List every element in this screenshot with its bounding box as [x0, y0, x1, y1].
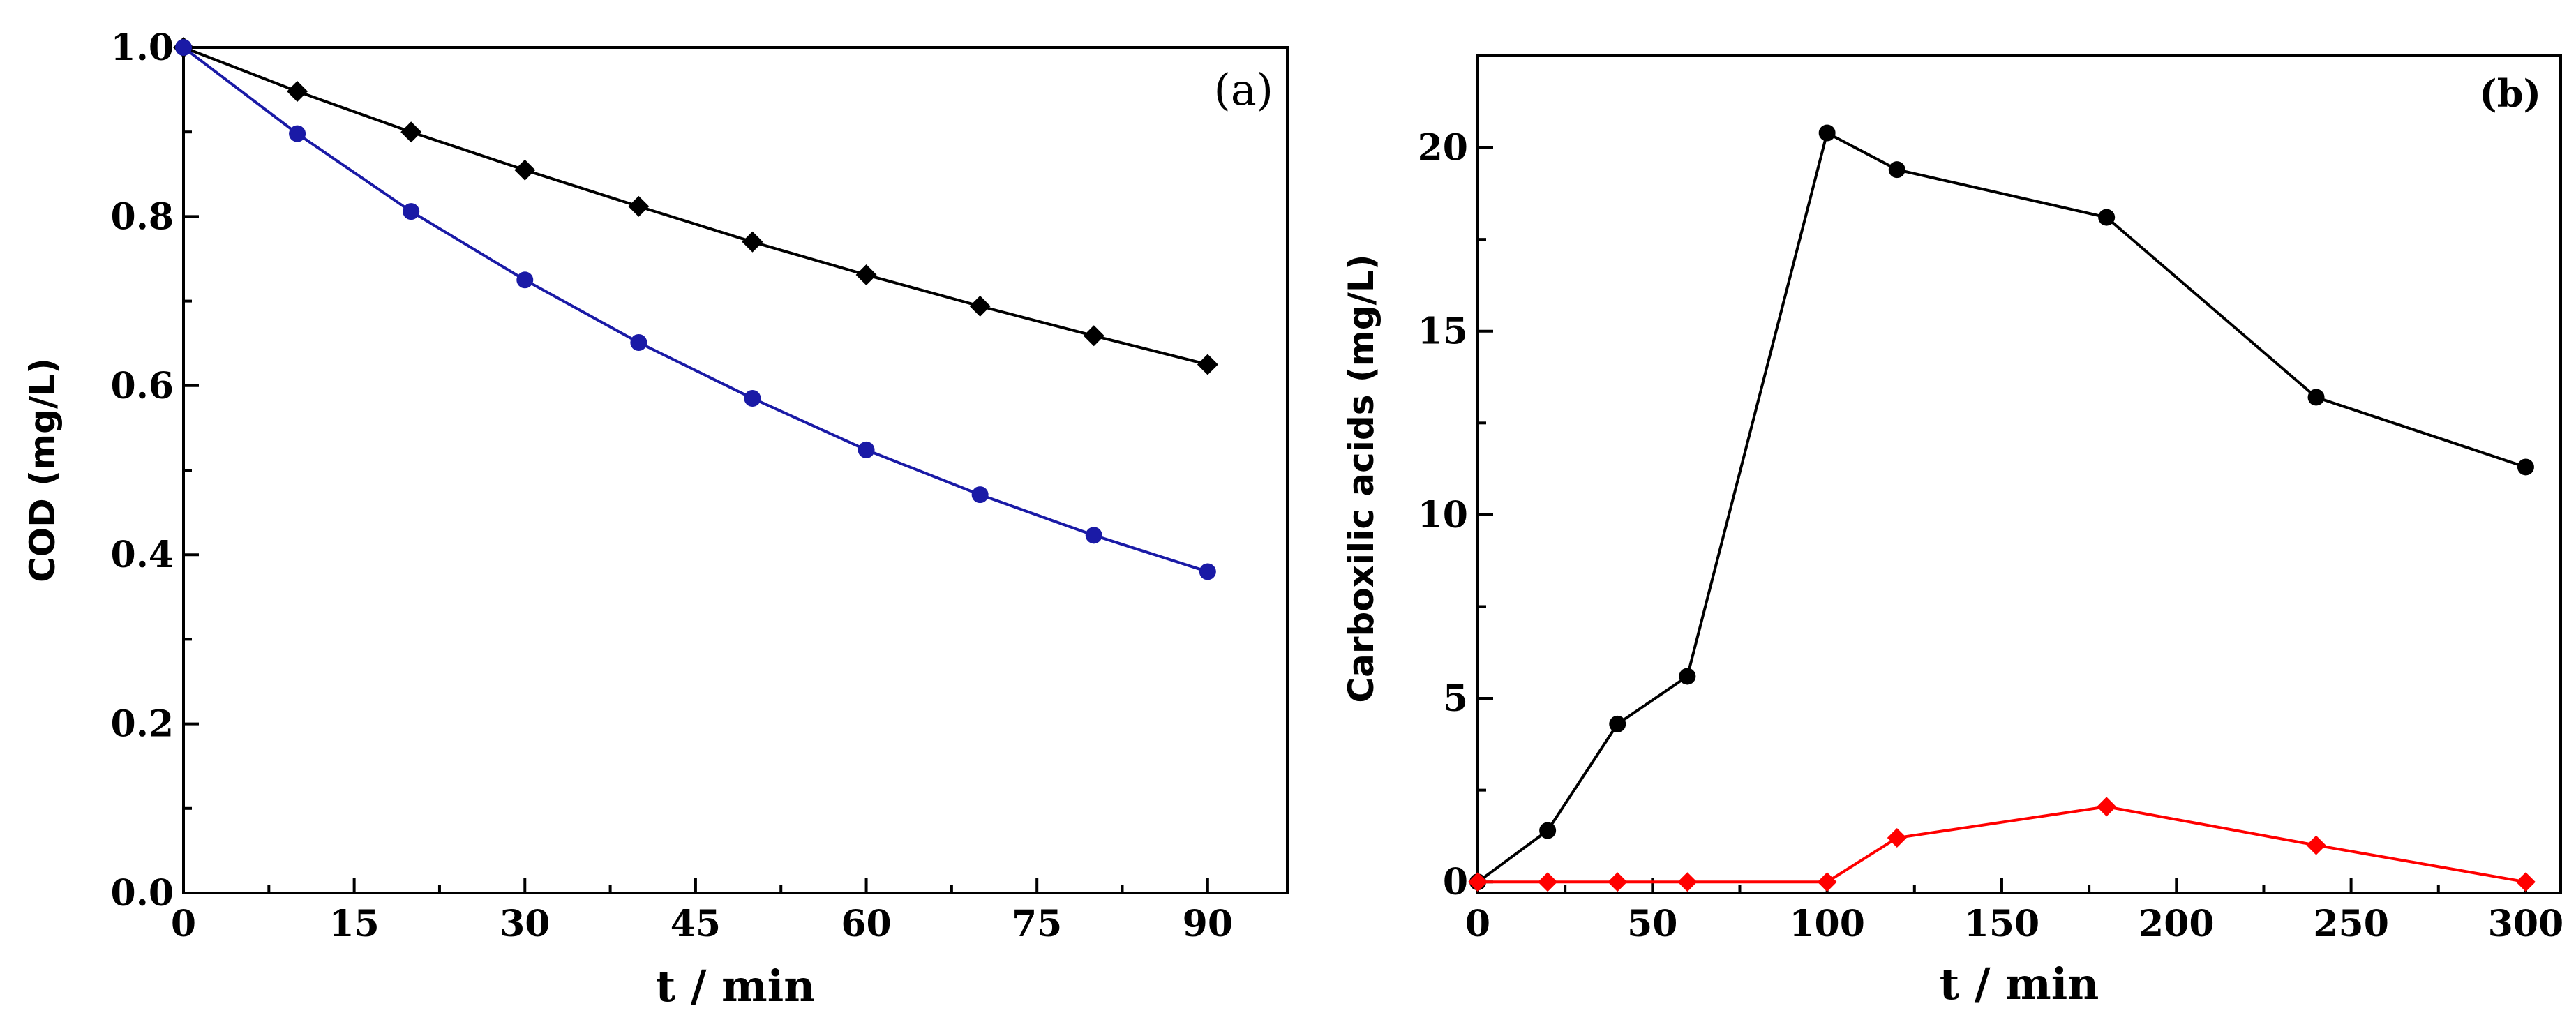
data-point-circle [1888, 161, 1905, 179]
data-point-circle [630, 333, 647, 351]
panel-b-y-axis-title: Carboxilic acids (mg/L) [1341, 254, 1381, 702]
panel-b-ticks [1476, 146, 2527, 893]
x-tick-label: 90 [1183, 903, 1233, 945]
x-tick-label: 250 [2313, 903, 2389, 945]
x-tick-label: 50 [1627, 903, 1677, 945]
data-point-diamond [514, 159, 536, 181]
panel-b-carboxylic-acids-chart: 0 50 100 150 200 250 300 0 5 10 15 20 t / min Carbo… [1341, 54, 2564, 1009]
data-point-diamond [2097, 797, 2117, 817]
panel-a-series [173, 37, 1218, 580]
data-point-diamond [1608, 872, 1628, 892]
x-tick-label: 0 [1465, 903, 1490, 945]
series-black-diamonds [173, 37, 1218, 375]
y-tick-label: 0.2 [111, 703, 174, 746]
data-point-diamond [1817, 872, 1837, 892]
x-tick-label: 100 [1789, 903, 1865, 945]
y-tick-label: 10 [1418, 494, 1468, 536]
y-tick-label: 20 [1418, 127, 1468, 170]
data-point-diamond [969, 295, 991, 317]
data-point-circle [1609, 715, 1626, 732]
x-tick-label: 150 [1964, 903, 2040, 945]
data-point-diamond [628, 195, 650, 217]
panel-b-tick-labels: 0 50 100 150 200 250 300 0 5 10 15 20 [1418, 127, 2564, 945]
data-point-diamond [1677, 872, 1698, 892]
data-point-diamond [742, 231, 763, 253]
data-point-diamond [1083, 325, 1104, 347]
y-tick-label: 0.6 [111, 365, 174, 407]
series-line [183, 46, 1208, 366]
y-tick-label: 1.0 [111, 27, 174, 69]
data-point-diamond [1887, 828, 1907, 848]
data-point-diamond [2306, 835, 2326, 855]
data-point-circle [858, 441, 875, 458]
panel-b-x-axis-title: t / min [1940, 959, 2099, 1009]
x-tick-label: 60 [841, 903, 891, 945]
x-tick-label: 200 [2139, 903, 2215, 945]
data-point-diamond [1538, 872, 1558, 892]
data-point-circle [2517, 458, 2534, 476]
series-red-diamonds [1468, 797, 2536, 892]
panel-a-cod-chart: 0 15 30 45 60 75 900.00.20.40.60.81.0 t / min … [22, 27, 1289, 1012]
data-point-diamond [855, 264, 877, 286]
panel-a-label: (a) [1214, 64, 1273, 115]
panel-b-label: (b) [2479, 71, 2541, 116]
data-point-circle [744, 389, 761, 407]
data-point-diamond [1197, 354, 1218, 375]
series-black-circles [1469, 124, 2534, 891]
data-point-diamond [400, 121, 422, 143]
data-point-diamond [287, 81, 308, 103]
x-tick-label: 300 [2488, 903, 2564, 945]
x-tick-label: 15 [329, 903, 379, 945]
x-tick-label: 75 [1012, 903, 1062, 945]
y-tick-label: 0 [1443, 861, 1468, 903]
data-point-circle [1085, 527, 1102, 544]
x-tick-label: 0 [171, 903, 196, 945]
panel-a-tick-labels: 0 15 30 45 60 75 90 0.0 0.2 0.4 0.6 0.8 1.0 [111, 27, 1233, 945]
x-tick-label: 30 [500, 903, 550, 945]
y-tick-label: 0.8 [111, 195, 174, 238]
series-line [1476, 131, 2526, 883]
data-point-circle [971, 486, 989, 504]
x-tick-label: 45 [671, 903, 721, 945]
data-point-diamond [2515, 872, 2536, 892]
data-point-circle [1679, 668, 1696, 685]
panel-a-y-axis-title: COD (mg/L) [22, 358, 63, 583]
y-tick-label: 0.0 [111, 872, 174, 915]
data-point-circle [516, 271, 534, 289]
data-point-diamond [1468, 872, 1488, 892]
series-line [182, 46, 1208, 573]
y-tick-label: 5 [1443, 677, 1468, 720]
data-point-circle [2307, 389, 2325, 406]
series-blue-circles [175, 39, 1216, 580]
panel-a-ticks [182, 46, 1209, 894]
data-point-circle [403, 203, 420, 220]
data-point-circle [1818, 124, 1836, 142]
data-point-circle [2098, 209, 2116, 226]
series-line [1478, 805, 2526, 884]
data-point-circle [175, 39, 192, 56]
y-tick-label: 15 [1418, 310, 1468, 353]
panel-b-series [1468, 124, 2536, 892]
panel-a-plot-frame [182, 46, 1289, 894]
panel-b-plot-frame [1476, 54, 2562, 894]
panel-a-x-axis-title: t / min [656, 961, 816, 1012]
data-point-circle [1199, 563, 1216, 580]
y-tick-label: 0.4 [111, 534, 174, 576]
data-point-circle [1539, 822, 1557, 839]
data-point-circle [289, 125, 306, 142]
